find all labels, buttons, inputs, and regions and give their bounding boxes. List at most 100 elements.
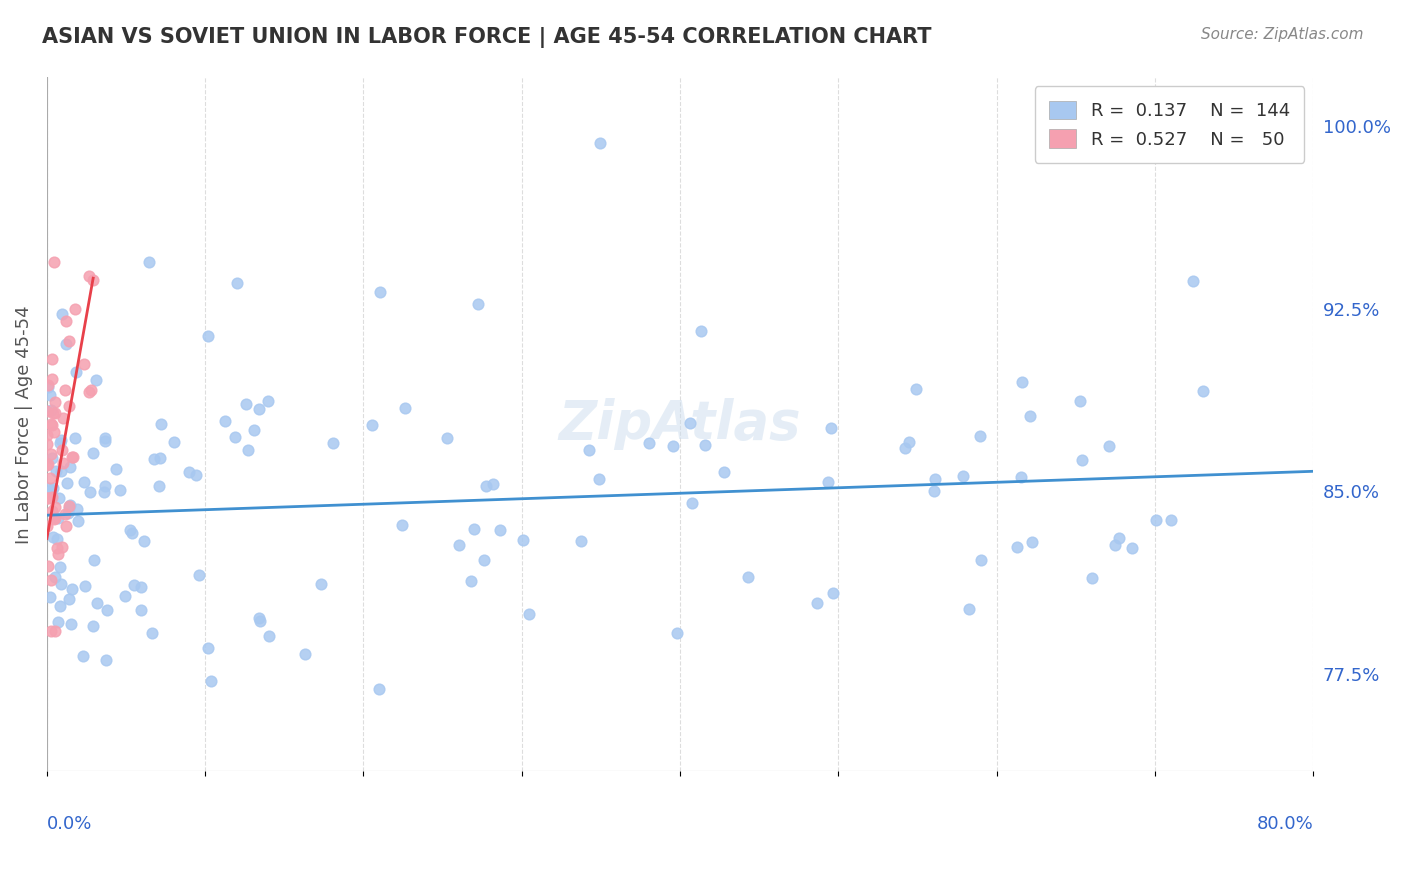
Point [41,504,63,518]
Point [45,541,67,555]
Point [42,481,65,495]
Point [695,438,717,452]
Point [311,577,333,591]
Point [969,428,991,442]
Point [72,648,94,663]
Point [588,472,610,486]
Text: 0.0%: 0.0% [46,814,93,833]
Point [48,559,70,574]
Point [361,417,384,432]
Point [44,500,66,515]
Point [65,501,87,516]
Point [60,582,83,596]
Point [489,523,512,537]
Point [1021,534,1043,549]
Point [690,324,713,338]
Point [94,653,117,667]
Point [96,603,118,617]
Point [481,476,503,491]
Point [42,255,65,269]
Point [44,511,66,525]
Point [257,394,280,409]
Point [294,647,316,661]
Point [44,512,66,526]
Point [569,534,592,549]
Point [1108,531,1130,545]
Point [368,285,391,299]
Point [224,430,246,444]
Point [37,491,59,505]
Point [922,484,945,499]
Point [41,450,63,465]
Point [662,439,685,453]
Point [460,574,482,589]
Point [49,463,72,477]
Point [46,547,69,561]
Legend: R =  0.137    N =  144, R =  0.527    N =   50: R = 0.137 N = 144, R = 0.527 N = 50 [1035,87,1305,163]
Point [42,425,65,439]
Point [898,434,921,449]
Point [58,501,80,516]
Point [44,395,66,409]
Point [131,580,153,594]
Point [48,491,70,505]
Point [52,456,75,470]
Point [817,475,839,490]
Point [108,483,131,497]
Point [93,431,115,445]
Point [1121,541,1143,556]
Point [1005,540,1028,554]
Point [42,531,65,545]
Point [713,465,735,479]
Point [235,397,257,411]
Point [49,435,72,450]
Point [1080,571,1102,585]
Point [187,568,209,582]
Point [86,373,108,387]
Point [322,436,344,450]
Point [1181,274,1204,288]
Point [56,476,79,491]
Point [38,481,60,495]
Point [77,269,100,284]
Point [39,403,62,417]
Point [93,485,115,500]
Point [1010,470,1032,484]
Point [257,629,280,643]
Point [121,525,143,540]
Point [905,382,928,396]
Point [678,417,700,431]
Point [58,334,80,348]
Point [512,533,534,547]
Point [226,276,249,290]
Point [463,522,485,536]
Point [38,388,60,402]
Point [56,506,79,520]
Point [49,433,72,447]
Point [37,458,59,472]
Point [38,590,60,604]
Point [179,466,201,480]
Point [44,570,66,584]
Point [41,372,63,386]
Point [666,625,689,640]
Point [72,475,94,490]
Point [141,625,163,640]
Point [1018,409,1040,423]
Point [55,313,77,327]
Point [894,442,917,456]
Point [37,491,59,506]
Point [51,307,73,321]
Point [53,383,76,397]
Point [467,297,489,311]
Point [197,329,219,343]
Point [94,434,117,448]
Point [243,423,266,437]
Point [58,499,80,513]
Point [37,558,59,573]
Point [46,615,69,629]
Point [1144,513,1167,527]
Point [46,511,69,525]
Point [53,507,76,521]
Point [82,272,104,286]
